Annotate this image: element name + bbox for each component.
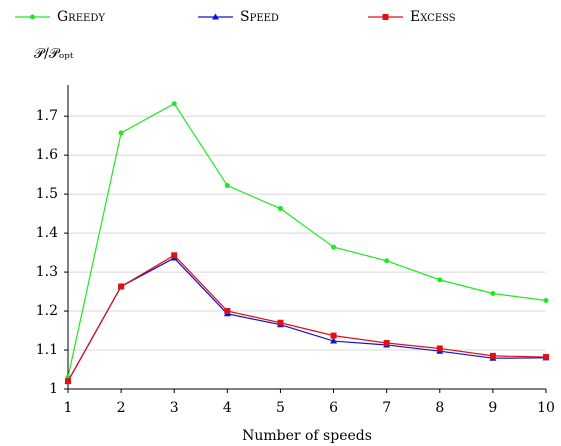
- x-tick-label: 10: [537, 400, 555, 416]
- series-line: [67, 254, 547, 382]
- point: [330, 332, 337, 339]
- x-tick-label: 2: [117, 400, 126, 416]
- point: [543, 354, 549, 361]
- point: [489, 352, 496, 359]
- y-tick-label: 1.7: [36, 108, 58, 124]
- x-tick-label: 9: [488, 400, 497, 416]
- point: [382, 14, 389, 20]
- series-line: [67, 257, 547, 382]
- y-tick-label: 1.2: [36, 303, 58, 319]
- point: [330, 337, 338, 344]
- x-tick-label: 8: [435, 400, 444, 416]
- y-tick-label: 1.4: [36, 225, 58, 241]
- series-line: [67, 102, 547, 378]
- y-tick-label: 1: [49, 381, 58, 397]
- x-tick-label: 1: [64, 400, 73, 416]
- point: [543, 298, 549, 304]
- point: [383, 340, 390, 347]
- point: [30, 14, 35, 20]
- point: [384, 258, 390, 264]
- y-tick-label: 1.3: [36, 264, 58, 280]
- point: [277, 206, 283, 212]
- y-tick-label: 1.1: [36, 342, 58, 358]
- y-axis-label: 𝒫/𝒫ₒₚₜ: [34, 46, 74, 62]
- point: [171, 252, 178, 259]
- point: [436, 345, 443, 352]
- point: [171, 101, 177, 107]
- point: [224, 308, 231, 315]
- point: [331, 244, 337, 250]
- point: [490, 291, 496, 297]
- point: [437, 277, 443, 283]
- point: [224, 183, 230, 189]
- x-tick-label: 7: [382, 400, 391, 416]
- x-tick-label: 6: [329, 400, 338, 416]
- point: [118, 130, 124, 136]
- point: [277, 319, 284, 326]
- x-axis-label: Number of speeds: [242, 428, 372, 444]
- legend-label: Greedy: [57, 9, 105, 25]
- x-tick-label: 5: [276, 400, 285, 416]
- y-tick-label: 1.6: [36, 147, 58, 163]
- point: [212, 13, 219, 20]
- point: [118, 283, 125, 290]
- x-tick-label: 4: [223, 400, 232, 416]
- x-tick-label: 3: [170, 400, 179, 416]
- legend-label: Excess: [410, 9, 456, 25]
- point: [65, 378, 71, 385]
- y-tick-label: 1.5: [36, 186, 58, 202]
- legend-label: Speed: [240, 9, 279, 25]
